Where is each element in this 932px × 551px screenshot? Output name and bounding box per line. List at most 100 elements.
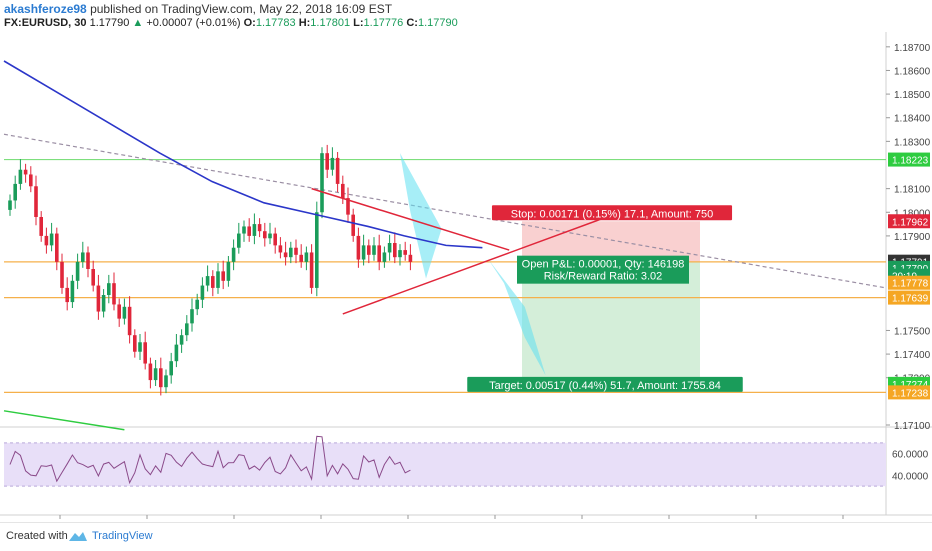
candle: [133, 335, 137, 352]
candle: [55, 233, 59, 262]
chart-header: akashferoze98 published on TradingView.c…: [0, 0, 932, 32]
price-tick-label: 1.18700: [894, 43, 931, 54]
price-tick-label: 1.18500: [894, 90, 931, 101]
candle: [278, 245, 283, 253]
candle: [315, 212, 319, 288]
candle: [195, 299, 199, 310]
price-badge-0: [888, 152, 930, 167]
candle: [143, 342, 147, 364]
candle: [393, 243, 397, 258]
stop-label: Stop: 0.00171 (0.15%) 17.1, Amount: 750: [491, 205, 733, 221]
candle: [153, 368, 158, 381]
candle: [169, 361, 173, 376]
candle: [185, 323, 189, 336]
stop-label-bg: [491, 205, 733, 221]
high-value: 1.17801: [310, 17, 351, 29]
open-label: O:: [243, 17, 256, 29]
target-label-text: Target: 0.00517 (0.44%) 51.7, Amount: 17…: [489, 380, 721, 392]
candle: [117, 304, 121, 319]
price-badge-text-1: 1.17962: [892, 217, 929, 228]
candle: [205, 276, 210, 286]
time-tick-label: 12:00: [395, 521, 420, 522]
open-value: 1.17783: [255, 17, 296, 29]
candle: [18, 169, 23, 184]
candle: [263, 231, 267, 239]
candle: [226, 261, 231, 281]
rsi-tick-label: 60.0000: [892, 450, 929, 461]
candle: [200, 285, 205, 300]
candle: [289, 247, 293, 258]
candle: [403, 250, 407, 255]
candle: [138, 342, 142, 352]
risk-reward-text: Risk/Reward Ratio: 3.02: [544, 271, 663, 283]
candle: [335, 157, 340, 184]
candle: [70, 280, 75, 303]
low-value: 1.17776: [363, 17, 404, 29]
price-tick-label: 1.17100: [894, 421, 931, 432]
price-badge-1: [888, 214, 930, 229]
tradingview-logo-icon: [69, 532, 87, 541]
price-badge-text-6: 1.17639: [892, 294, 929, 305]
chart-background: [0, 32, 932, 522]
price-badge-5: [888, 275, 930, 290]
candle: [351, 214, 355, 236]
author-link[interactable]: akashferoze98: [4, 2, 87, 16]
green-trendline: [3, 410, 125, 431]
symbol-label[interactable]: FX:EURUSD, 30: [4, 17, 87, 29]
candle: [39, 217, 43, 236]
candle: [299, 254, 303, 262]
price-badge-text-5: 1.17778: [892, 279, 929, 290]
candle: [242, 226, 246, 234]
candle: [122, 306, 127, 319]
time-tick-label: 24: [663, 521, 675, 522]
candle: [273, 233, 277, 246]
time-tick-label: 23: [489, 521, 501, 522]
price-change: +0.00007 (+0.01%): [146, 17, 241, 29]
dashed-trendline: [3, 133, 887, 289]
price-badge-text-0: 1.18223: [892, 156, 929, 167]
stop-label-text: Stop: 0.00171 (0.15%) 17.1, Amount: 750: [511, 208, 713, 220]
candle: [91, 269, 95, 286]
candle: [237, 233, 241, 248]
price-badge-text-7: 1.17274: [892, 380, 929, 391]
low-label: L:: [353, 17, 364, 29]
candle: [216, 271, 220, 288]
rsi-tick-label: 40.0000: [892, 471, 929, 482]
candle: [341, 183, 345, 199]
candle: [372, 245, 376, 255]
candle: [81, 252, 85, 262]
candle: [398, 250, 402, 258]
candle: [23, 169, 28, 175]
rsi-line: [9, 435, 411, 485]
projection-shape-1: [400, 153, 442, 279]
candle: [164, 375, 168, 388]
candle: [408, 254, 413, 262]
candle: [377, 245, 381, 262]
high-label: H:: [298, 17, 311, 29]
pnl-label: Open P&L: 0.00001, Qty: 146198Risk/Rewar…: [517, 255, 689, 284]
publish-info: published on TradingView.com, May 22, 20…: [90, 2, 393, 16]
candle: [60, 261, 64, 288]
target-label-bg: [467, 376, 743, 392]
time-tick-label: 12:00: [47, 521, 72, 522]
price-tick-label: 1.17400: [894, 350, 931, 361]
publish-line: akashferoze98 published on TradingView.c…: [4, 2, 392, 16]
rsi-band: [4, 442, 886, 487]
time-tick-label: 21: [141, 521, 153, 522]
triangle-trendline-1: [342, 213, 614, 315]
candle: [190, 309, 194, 324]
candle: [361, 245, 366, 260]
time-tick-label: 12:00: [743, 521, 768, 522]
candle: [8, 200, 12, 210]
time-tick-label: 22: [315, 521, 327, 522]
candle: [86, 252, 90, 269]
last-price: 1.17790: [89, 17, 130, 29]
candle: [356, 235, 361, 260]
tradingview-brand[interactable]: TradingView: [92, 530, 153, 542]
candle: [107, 283, 111, 295]
candle: [294, 247, 298, 255]
candle: [211, 276, 215, 288]
ohlc-line: FX:EURUSD, 30 1.17790 ▲ +0.00007 (+0.01%…: [4, 17, 458, 29]
candle: [309, 252, 314, 288]
price-chart[interactable]: Stop: 0.00171 (0.15%) 17.1, Amount: 750 O…: [0, 32, 932, 522]
